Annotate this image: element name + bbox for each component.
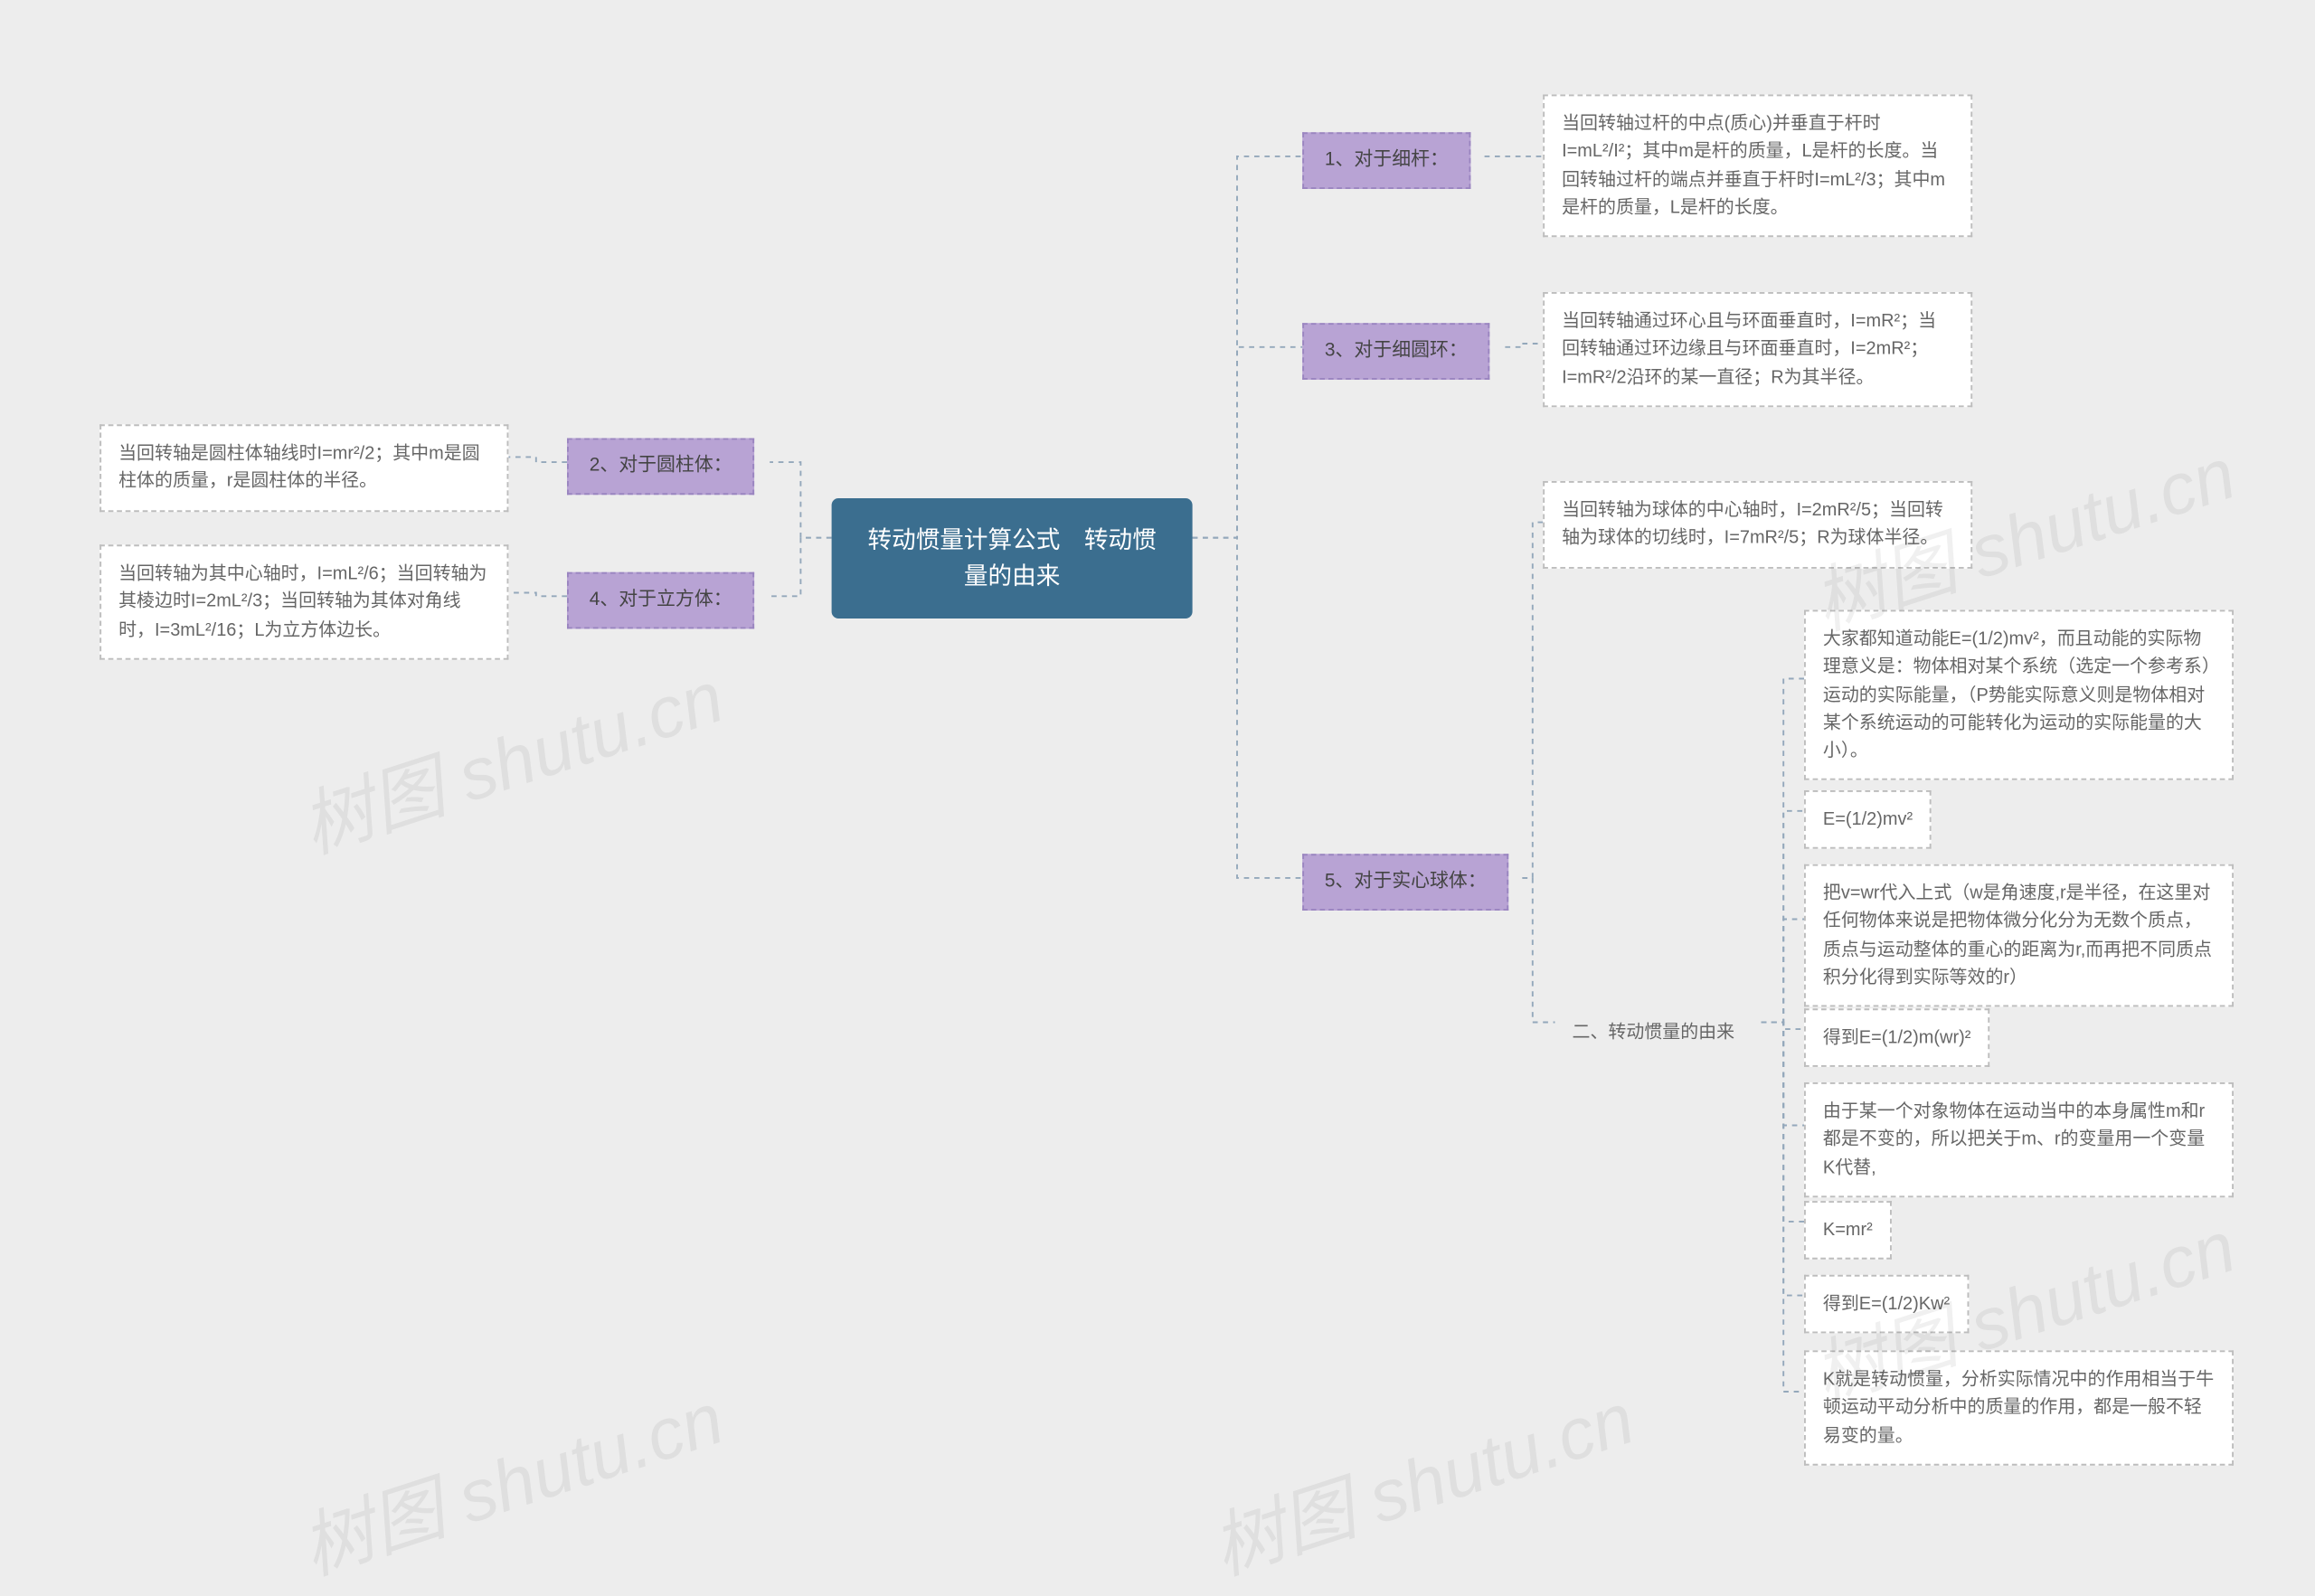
branch-sphere[interactable]: 5、对于实心球体： — [1302, 854, 1508, 910]
leaf-origin-7: 得到E=(1/2)Kw² — [1804, 1275, 1969, 1334]
leaf-ring: 当回转轴通过环心且与环面垂直时，I=mR²；当回转轴通过环边缘且与环面垂直时，I… — [1543, 292, 1972, 407]
branch-cylinder[interactable]: 2、对于圆柱体： — [567, 439, 754, 495]
leaf-origin-5: 由于某一个对象物体在运动当中的本身属性m和r都是不变的，所以把关于m、r的变量用… — [1804, 1082, 2234, 1197]
subbranch-origin[interactable]: 二、转动惯量的由来 — [1555, 1006, 1753, 1061]
leaf-origin-6: K=mr² — [1804, 1201, 1892, 1260]
leaf-origin-4: 得到E=(1/2)m(wr)² — [1804, 1008, 1989, 1067]
leaf-sphere-1: 当回转轴为球体的中心轴时，I=2mR²/5；当回转轴为球体的切线时，I=7mR²… — [1543, 481, 1972, 568]
branch-ring[interactable]: 3、对于细圆环： — [1302, 323, 1489, 379]
leaf-rod: 当回转轴过杆的中点(质心)并垂直于杆时I=mL²/I²；其中m是杆的质量，L是杆… — [1543, 95, 1972, 238]
branch-rod[interactable]: 1、对于细杆： — [1302, 132, 1470, 188]
branch-cube[interactable]: 4、对于立方体： — [567, 572, 754, 628]
watermark: 树图 shutu.cn — [1197, 1361, 1646, 1596]
leaf-cube: 当回转轴为其中心轴时，I=mL²/6；当回转轴为其棱边时I=2mL²/3；当回转… — [99, 544, 508, 659]
watermark: 树图 shutu.cn — [287, 1361, 735, 1596]
leaf-origin-3: 把v=wr代入上式（w是角速度,r是半径，在这里对任何物体来说是把物体微分化分为… — [1804, 864, 2234, 1007]
leaf-origin-1: 大家都知道动能E=(1/2)mv²，而且动能的实际物理意义是：物体相对某个系统（… — [1804, 610, 2234, 781]
watermark: 树图 shutu.cn — [287, 639, 735, 874]
leaf-origin-8: K就是转动惯量，分析实际情况中的作用相当于牛顿运动平动分析中的质量的作用，都是一… — [1804, 1350, 2234, 1465]
root-node[interactable]: 转动惯量计算公式 转动惯量的由来 — [832, 498, 1193, 619]
leaf-cylinder: 当回转轴是圆柱体轴线时I=mr²/2；其中m是圆柱体的质量，r是圆柱体的半径。 — [99, 424, 508, 511]
leaf-origin-2: E=(1/2)mv² — [1804, 790, 1932, 849]
